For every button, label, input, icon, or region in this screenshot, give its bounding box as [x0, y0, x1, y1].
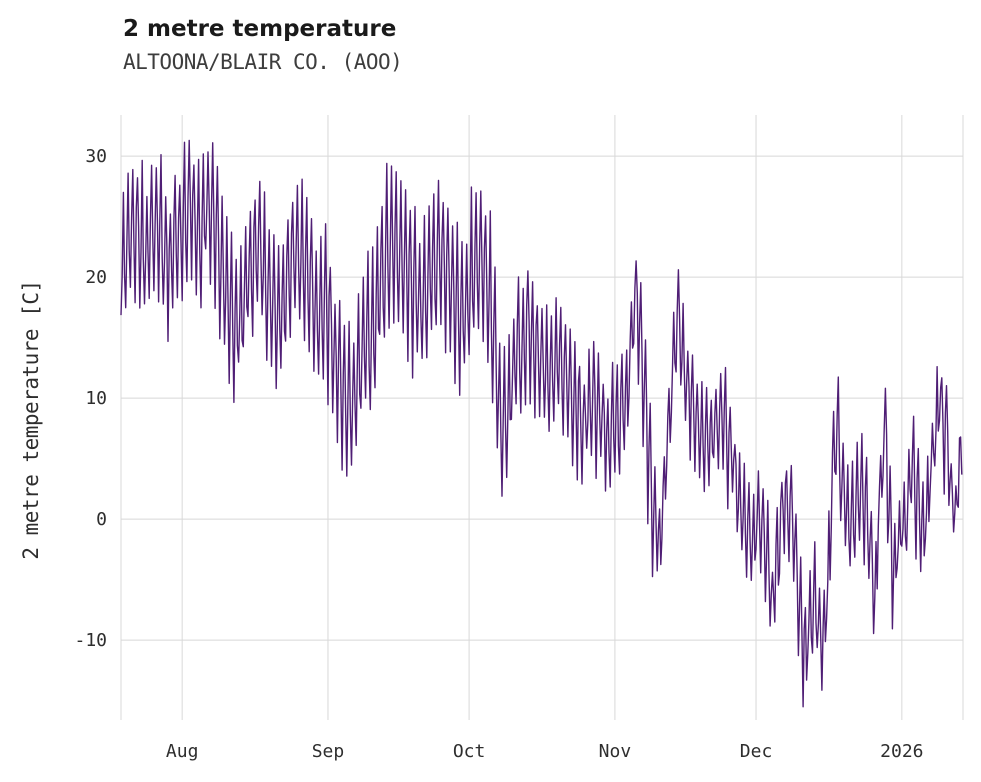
temperature-line — [120, 139, 963, 708]
y-tick-label: 20 — [85, 267, 107, 288]
x-tick-label: Nov — [599, 741, 632, 762]
chart-subtitle: ALTOONA/BLAIR CO. (AOO) — [123, 50, 403, 74]
chart-title: 2 metre temperature — [123, 16, 397, 42]
y-tick-label: 0 — [96, 509, 107, 530]
x-tick-label: 2026 — [880, 741, 923, 762]
x-tick-label: Dec — [740, 741, 773, 762]
x-tick-label: Aug — [166, 741, 199, 762]
y-tick-label: -10 — [74, 630, 107, 651]
x-tick-label: Sep — [312, 741, 345, 762]
y-tick-label: 10 — [85, 388, 107, 409]
y-tick-label: 30 — [85, 146, 107, 167]
x-tick-label: Oct — [453, 741, 486, 762]
